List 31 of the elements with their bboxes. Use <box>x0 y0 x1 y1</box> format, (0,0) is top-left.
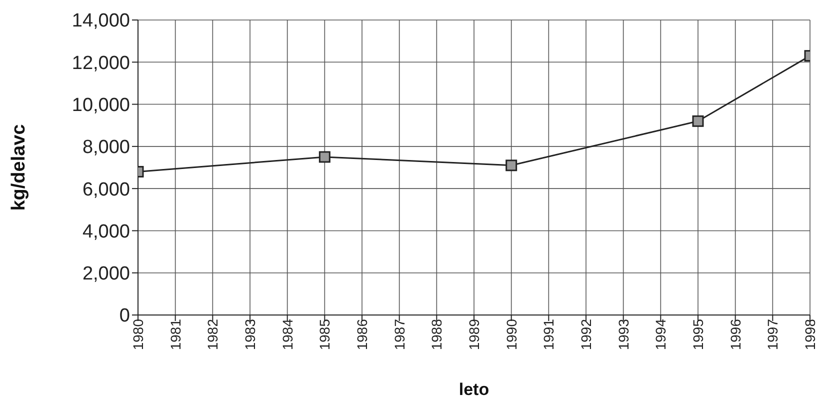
x-tick-label: 1984 <box>279 318 296 350</box>
y-axis-title: kg/delavc <box>8 124 30 211</box>
y-tick-label: 12,000 <box>72 52 130 74</box>
x-tick-label: 1988 <box>428 318 445 350</box>
x-tick-label: 1993 <box>615 318 632 350</box>
x-tick-label: 1980 <box>130 318 146 350</box>
x-tick-label: 1994 <box>652 318 669 350</box>
y-tick-label: 2,000 <box>82 264 130 285</box>
x-tick-label: 1989 <box>466 318 482 350</box>
x-tick-label: 1990 <box>503 318 520 350</box>
y-tick-label: 8,000 <box>82 137 130 158</box>
x-tick-label: 1991 <box>540 318 557 350</box>
x-tick-label: 1981 <box>167 318 184 350</box>
x-tick-label: 1985 <box>316 318 333 350</box>
point <box>692 115 704 127</box>
y-tick-label: 14,000 <box>72 10 130 32</box>
x-tick-label: 1992 <box>578 318 594 350</box>
y-tick-label: 6,000 <box>82 179 130 200</box>
x-tick-label: 1986 <box>354 318 370 350</box>
x-tick-label: 1982 <box>204 318 221 350</box>
point <box>506 160 518 172</box>
x-tick-label: 1996 <box>727 318 744 350</box>
x-tick-label: 1987 <box>391 318 408 350</box>
y-tick-label: 0 <box>119 306 130 327</box>
y-tick-label: 4,000 <box>82 221 130 242</box>
x-tick-label: 1983 <box>242 318 258 350</box>
x-tick-label: 1997 <box>764 318 781 350</box>
x-tick-label: 1995 <box>690 318 706 350</box>
x-axis-title: leto <box>458 380 490 399</box>
y-tick-label: 10,000 <box>72 95 130 116</box>
x-tick-label: 1998 <box>802 318 818 350</box>
